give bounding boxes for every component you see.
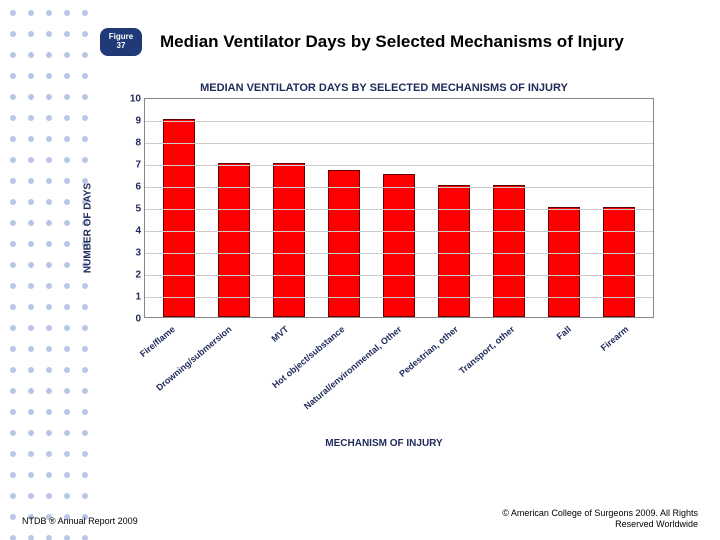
x-tick: Firearm — [598, 324, 630, 353]
plot-region: NUMBER OF DAYS 012345678910 Fire/flameDr… — [104, 98, 664, 358]
header: Figure 37 Median Ventilator Days by Sele… — [100, 28, 624, 56]
y-tick: 5 — [121, 204, 145, 215]
bar — [548, 207, 580, 317]
figure-label-line2: 37 — [106, 42, 136, 51]
chart-title: MEDIAN VENTILATOR DAYS BY SELECTED MECHA… — [104, 82, 664, 94]
x-tick: Natural/environmental, Other — [302, 324, 403, 411]
x-tick: Fire/flame — [138, 324, 177, 359]
x-tick: Transport, other — [457, 324, 516, 376]
page-title: Median Ventilator Days by Selected Mecha… — [160, 32, 624, 52]
y-tick: 7 — [121, 160, 145, 171]
footer-left: NTDB ® Annual Report 2009 — [22, 516, 138, 526]
footer-right: © American College of Surgeons 2009. All… — [488, 508, 698, 530]
y-tick: 4 — [121, 226, 145, 237]
bar — [163, 119, 195, 317]
bar — [328, 170, 360, 317]
y-tick: 3 — [121, 248, 145, 259]
y-tick: 0 — [121, 314, 145, 325]
y-axis-label: NUMBER OF DAYS — [83, 183, 94, 273]
y-tick: 10 — [121, 94, 145, 105]
y-tick: 8 — [121, 138, 145, 149]
y-tick: 1 — [121, 292, 145, 303]
x-ticks: Fire/flameDrowning/submersionMVTHot obje… — [144, 320, 654, 400]
bar — [603, 207, 635, 317]
y-tick: 9 — [121, 116, 145, 127]
x-axis-label: MECHANISM OF INJURY — [104, 438, 664, 449]
y-tick: 2 — [121, 270, 145, 281]
figure-badge: Figure 37 — [100, 28, 142, 56]
bars-group — [145, 99, 653, 317]
x-tick: MVT — [269, 324, 290, 344]
x-tick: Fall — [555, 324, 573, 342]
bar — [383, 174, 415, 317]
chart-container: MEDIAN VENTILATOR DAYS BY SELECTED MECHA… — [104, 82, 664, 452]
slide: Figure 37 Median Ventilator Days by Sele… — [0, 0, 720, 540]
plot-area: 012345678910 — [144, 98, 654, 318]
y-tick: 6 — [121, 182, 145, 193]
x-tick: Pedestrian, other — [397, 324, 460, 379]
